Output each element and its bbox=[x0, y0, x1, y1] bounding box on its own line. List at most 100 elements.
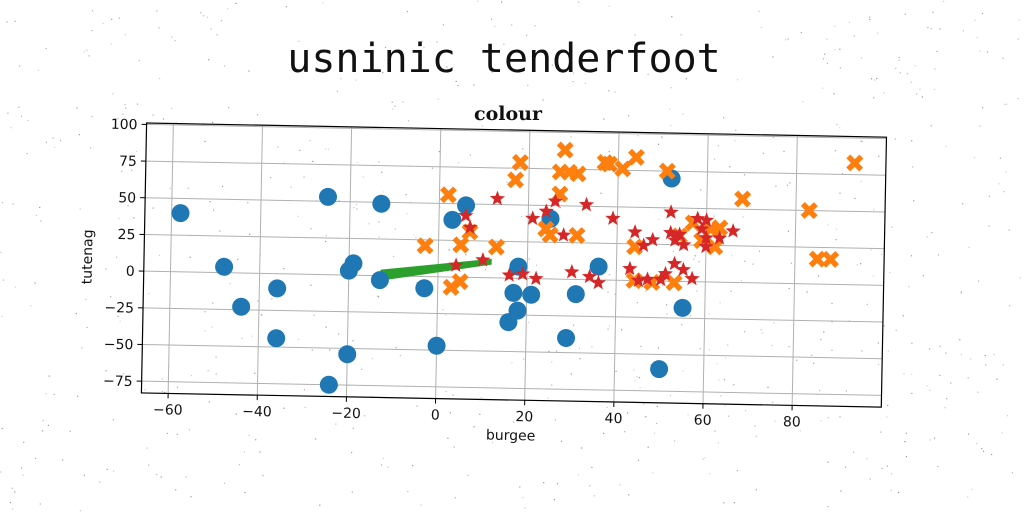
speckle-dot bbox=[853, 35, 855, 37]
speckle-dot bbox=[831, 302, 833, 305]
speckle-dot bbox=[255, 439, 257, 441]
speckle-dot bbox=[926, 236, 928, 238]
speckle-dot bbox=[34, 282, 36, 284]
speckle-dot bbox=[115, 256, 118, 258]
speckle-dot bbox=[860, 140, 862, 142]
speckle-dot bbox=[670, 87, 672, 89]
speckle-dot bbox=[860, 57, 862, 59]
speckle-dot bbox=[90, 147, 92, 149]
speckle-dot bbox=[243, 451, 245, 453]
speckle-dot bbox=[53, 146, 56, 148]
speckle-dot bbox=[534, 25, 536, 27]
speckle-dot bbox=[905, 456, 907, 458]
speckle-dot bbox=[448, 249, 450, 251]
speckle-dot bbox=[937, 254, 940, 256]
speckle-dot bbox=[86, 49, 88, 51]
speckle-dot bbox=[159, 77, 161, 80]
speckle-dot bbox=[299, 149, 301, 151]
speckle-dot bbox=[783, 150, 785, 152]
cross-point bbox=[658, 162, 676, 180]
speckle-dot bbox=[125, 107, 127, 109]
speckle-dot bbox=[608, 151, 610, 153]
cross-point bbox=[511, 153, 529, 171]
speckle-dot bbox=[915, 93, 918, 95]
speckle-dot bbox=[1004, 103, 1006, 106]
speckle-dot bbox=[752, 263, 754, 265]
speckle-dot bbox=[6, 21, 8, 23]
speckle-dot bbox=[7, 112, 9, 114]
speckle-dot bbox=[521, 215, 523, 217]
speckle-dot bbox=[413, 234, 415, 236]
speckle-dot bbox=[869, 16, 871, 18]
speckle-dot bbox=[682, 113, 684, 115]
y-tick-label: −75 bbox=[103, 373, 133, 390]
speckle-dot bbox=[572, 81, 574, 83]
cross-point bbox=[846, 154, 864, 172]
speckle-dot bbox=[877, 342, 879, 344]
speckle-dot bbox=[189, 256, 191, 258]
speckle-dot bbox=[78, 134, 80, 136]
star-point bbox=[462, 219, 478, 235]
plot-area: −60 −40 −20 0 20 40 60 80 100 75 50 25 0 −25 −50 −75 b… bbox=[79, 117, 888, 444]
speckle-dot bbox=[723, 117, 725, 119]
speckle-dot bbox=[27, 119, 29, 122]
cross-point bbox=[568, 226, 586, 244]
speckle-dot bbox=[653, 432, 656, 434]
speckle-dot bbox=[835, 228, 838, 230]
speckle-dot bbox=[700, 189, 702, 191]
speckle-dot bbox=[447, 437, 449, 439]
speckle-dot bbox=[827, 224, 829, 226]
speckle-dot bbox=[340, 78, 342, 80]
speckle-dot bbox=[729, 166, 731, 168]
speckle-dot bbox=[310, 228, 312, 230]
cross-point bbox=[706, 238, 724, 256]
speckle-dot bbox=[699, 348, 701, 350]
circle-point bbox=[673, 298, 692, 317]
speckle-dot bbox=[75, 313, 77, 315]
speckle-dot bbox=[270, 177, 272, 179]
star-point bbox=[627, 224, 643, 239]
star-point bbox=[581, 268, 598, 284]
star-point bbox=[666, 255, 683, 271]
speckle-dot bbox=[600, 192, 602, 194]
speckle-dot bbox=[656, 422, 658, 424]
speckle-dot bbox=[351, 491, 353, 493]
speckle-dot bbox=[887, 350, 889, 352]
speckle-dot bbox=[529, 213, 531, 215]
speckle-dot bbox=[822, 87, 824, 89]
speckle-dot bbox=[251, 335, 253, 337]
speckle-dot bbox=[718, 379, 720, 381]
speckle-dot bbox=[827, 417, 829, 419]
circle-point bbox=[457, 196, 476, 215]
speckle-dot bbox=[626, 412, 629, 414]
star-point bbox=[528, 270, 544, 286]
speckle-dot bbox=[981, 12, 984, 15]
y-axis-label: tutenag bbox=[79, 229, 96, 284]
speckle-dot bbox=[662, 284, 664, 286]
speckle-dot bbox=[399, 355, 401, 357]
speckle-dot bbox=[235, 413, 237, 415]
speckle-dot bbox=[919, 88, 921, 90]
speckle-dot bbox=[848, 320, 851, 322]
speckle-dot bbox=[421, 40, 424, 42]
cross-point bbox=[822, 250, 840, 268]
speckle-dot bbox=[774, 420, 776, 422]
speckle-dot bbox=[926, 385, 928, 387]
speckle-dot bbox=[889, 271, 891, 274]
speckle-dot bbox=[786, 184, 788, 186]
speckle-dot bbox=[762, 332, 764, 334]
speckle-dot bbox=[979, 125, 981, 127]
speckle-dot bbox=[666, 313, 668, 315]
speckle-dot bbox=[758, 10, 760, 12]
speckle-dot bbox=[315, 199, 318, 201]
speckle-dot bbox=[14, 286, 16, 288]
grid-line-y bbox=[142, 343, 883, 360]
speckle-dot bbox=[206, 16, 208, 18]
speckle-dot bbox=[79, 510, 81, 512]
speckle-dot bbox=[431, 167, 433, 169]
star-point bbox=[475, 252, 491, 267]
speckle-dot bbox=[899, 72, 901, 74]
speckle-dot bbox=[40, 220, 42, 222]
speckle-dot bbox=[383, 191, 385, 193]
speckle-dot bbox=[171, 107, 173, 109]
